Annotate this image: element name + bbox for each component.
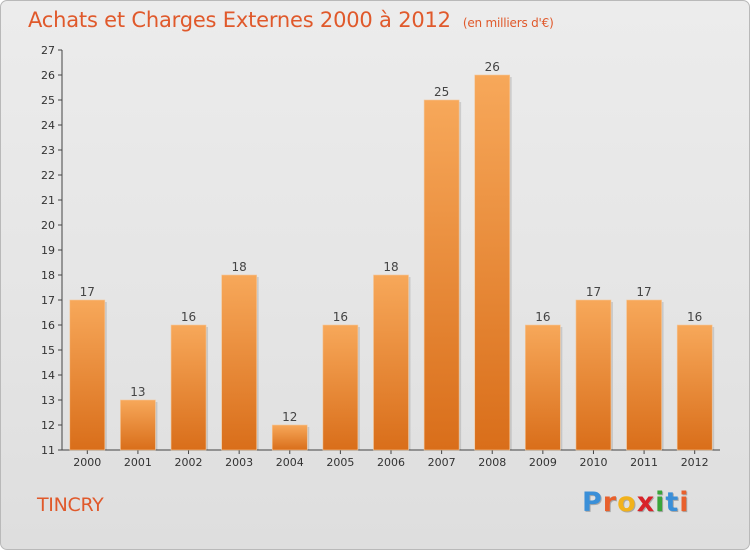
data-label: 16: [687, 310, 702, 324]
y-tick-label: 14: [41, 369, 55, 382]
chart-title-text: Achats et Charges Externes 2000 à 2012: [28, 8, 451, 32]
x-tick-label: 2002: [175, 456, 203, 469]
data-label: 12: [282, 410, 297, 424]
data-label: 16: [181, 310, 196, 324]
data-label: 16: [535, 310, 550, 324]
x-tick-label: 2010: [579, 456, 607, 469]
bar: [676, 324, 713, 451]
proxiti-logo: Proxiti: [582, 487, 690, 518]
data-label: 18: [232, 260, 247, 274]
bar: [575, 299, 612, 451]
x-tick-label: 2005: [326, 456, 354, 469]
x-tick-label: 2004: [276, 456, 304, 469]
y-tick-label: 21: [41, 194, 55, 207]
x-tick-label: 2007: [428, 456, 456, 469]
bar: [474, 74, 511, 451]
data-label: 26: [485, 60, 500, 74]
chart-title: Achats et Charges Externes 2000 à 2012 (e…: [28, 8, 554, 32]
bar: [170, 324, 207, 451]
bar: [525, 324, 561, 451]
y-tick-label: 11: [41, 444, 55, 457]
bar: [423, 99, 460, 451]
y-tick-label: 18: [41, 269, 55, 282]
x-tick-label: 2012: [681, 456, 709, 469]
bar: [120, 399, 156, 451]
commune-name: TINCRY: [37, 494, 104, 516]
logo-letter: i: [655, 487, 666, 518]
bar: [373, 274, 409, 451]
data-label: 13: [130, 385, 145, 399]
x-tick-label: 2006: [377, 456, 405, 469]
bar: [271, 424, 308, 451]
data-label: 18: [383, 260, 398, 274]
y-tick-label: 25: [41, 94, 55, 107]
chart-subtitle: (en milliers d'€): [462, 16, 554, 30]
y-tick-label: 27: [41, 44, 55, 57]
y-tick-label: 20: [41, 219, 55, 232]
data-label: 16: [333, 310, 348, 324]
x-tick-label: 2008: [478, 456, 506, 469]
y-tick-label: 12: [41, 419, 55, 432]
y-tick-label: 13: [41, 394, 55, 407]
logo-letter: P: [582, 487, 603, 518]
y-tick-label: 19: [41, 244, 55, 257]
bars-group: [69, 74, 715, 451]
data-label: 17: [636, 285, 651, 299]
bar: [69, 299, 106, 451]
bar: [322, 324, 359, 451]
x-tick-label: 2000: [73, 456, 101, 469]
logo-letter: o: [617, 487, 637, 518]
x-tick-label: 2011: [630, 456, 658, 469]
logo-letter: r: [602, 487, 618, 518]
x-tick-label: 2003: [225, 456, 253, 469]
y-tick-label: 22: [41, 169, 55, 182]
data-label: 17: [586, 285, 601, 299]
y-tick-label: 15: [41, 344, 55, 357]
bar: [626, 299, 662, 451]
logo-letter: x: [636, 487, 656, 518]
logo-letter: i: [679, 487, 690, 518]
data-label: 17: [80, 285, 95, 299]
data-label: 25: [434, 85, 449, 99]
logo-letter: t: [665, 487, 680, 518]
data-labels-group: 17 13 16 18 12 16 18 25 26 16 17 17 16: [80, 60, 703, 424]
x-tick-label: 2009: [529, 456, 557, 469]
bar: [221, 274, 257, 451]
x-tick-label: 2001: [124, 456, 152, 469]
y-tick-label: 26: [41, 69, 55, 82]
y-tick-label: 17: [41, 294, 55, 307]
y-tick-label: 23: [41, 144, 55, 157]
y-tick-label: 24: [41, 119, 55, 132]
y-tick-label: 16: [41, 319, 55, 332]
